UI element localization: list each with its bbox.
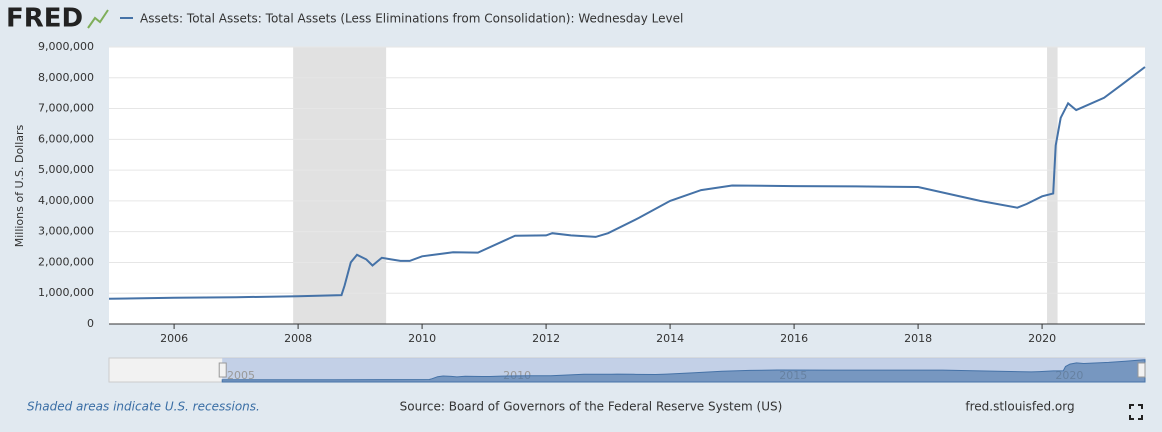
y-tick-label: 9,000,000 — [38, 40, 94, 53]
legend-label: Assets: Total Assets: Total Assets (Less… — [140, 12, 683, 26]
logo-icon — [87, 9, 109, 29]
source: Source: Board of Governors of the Federa… — [400, 400, 783, 414]
logo: FRED — [6, 4, 83, 34]
y-tick-label: 8,000,000 — [38, 71, 94, 84]
navigator-tick-label: 2005 — [227, 369, 255, 382]
x-tick-label: 2014 — [656, 332, 684, 345]
y-tick-label: 3,000,000 — [38, 225, 94, 238]
y-tick-label: 2,000,000 — [38, 255, 94, 268]
x-tick-label: 2018 — [904, 332, 932, 345]
y-tick-label: 1,000,000 — [38, 286, 94, 299]
fullscreen-button[interactable] — [1129, 404, 1143, 420]
y-tick-label: 4,000,000 — [38, 194, 94, 207]
navigator-area — [221, 359, 1146, 383]
x-tick-label: 2012 — [532, 332, 560, 345]
x-tick-label: 2006 — [160, 332, 188, 345]
recession-note: Shaded areas indicate U.S. recessions. — [27, 400, 260, 414]
plot-area — [109, 47, 1145, 324]
y-axis-title: Millions of U.S. Dollars — [13, 124, 26, 247]
recession-band — [1047, 47, 1058, 324]
series-line — [108, 66, 1146, 300]
y-tick-label: 7,000,000 — [38, 102, 94, 115]
y-tick-label: 6,000,000 — [38, 132, 94, 145]
x-tick-label: 2008 — [284, 332, 312, 345]
y-tick-label: 5,000,000 — [38, 163, 94, 176]
x-tick-label: 2016 — [780, 332, 808, 345]
navigator-handle[interactable] — [1137, 362, 1146, 378]
x-tick-label: 2010 — [408, 332, 436, 345]
recession-band — [293, 47, 387, 324]
x-tick-label: 2020 — [1028, 332, 1056, 345]
navigator-handle[interactable] — [218, 362, 227, 378]
y-tick-label: 0 — [87, 317, 94, 330]
site: fred.stlouisfed.org — [965, 400, 1074, 414]
